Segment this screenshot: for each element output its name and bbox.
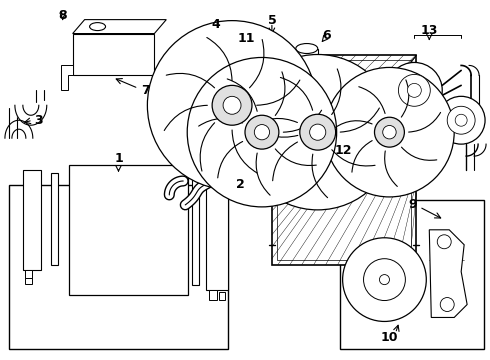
Bar [24, 278, 32, 284]
Text: 13: 13 [420, 24, 438, 37]
Ellipse shape [296, 66, 318, 75]
Ellipse shape [240, 58, 252, 71]
Bar [9, 185, 228, 349]
Circle shape [407, 84, 421, 97]
Circle shape [325, 67, 454, 197]
Text: 10: 10 [381, 331, 398, 344]
Circle shape [437, 96, 485, 144]
Circle shape [254, 125, 270, 140]
FancyArrowPatch shape [335, 121, 372, 128]
FancyArrowPatch shape [198, 118, 243, 126]
Circle shape [147, 21, 317, 190]
Circle shape [387, 62, 442, 118]
Circle shape [252, 41, 292, 80]
Circle shape [455, 114, 467, 126]
Text: 5: 5 [268, 14, 276, 27]
Circle shape [379, 275, 390, 285]
Ellipse shape [90, 23, 105, 31]
FancyArrowPatch shape [359, 87, 385, 113]
Circle shape [447, 106, 475, 134]
Bar [277, 60, 412, 260]
Text: 12: 12 [335, 144, 352, 157]
Bar [272, 55, 416, 265]
FancyArrowPatch shape [227, 79, 257, 111]
FancyArrowPatch shape [275, 149, 317, 166]
Circle shape [398, 75, 430, 106]
Text: 7: 7 [141, 84, 150, 97]
Bar [73, 33, 154, 75]
Circle shape [240, 54, 395, 210]
Bar [209, 162, 217, 170]
FancyArrowPatch shape [385, 151, 397, 186]
Circle shape [260, 49, 284, 72]
Bar [192, 175, 199, 285]
Text: 6: 6 [322, 29, 331, 42]
Circle shape [310, 124, 326, 140]
Circle shape [300, 114, 336, 150]
FancyArrowPatch shape [332, 150, 375, 166]
Bar [209, 289, 217, 300]
Circle shape [187, 58, 337, 207]
Circle shape [437, 235, 451, 249]
FancyArrowPatch shape [166, 73, 215, 88]
FancyArrowPatch shape [409, 112, 441, 132]
Text: 2: 2 [236, 179, 245, 192]
Circle shape [374, 117, 404, 147]
Circle shape [343, 238, 426, 321]
FancyArrowPatch shape [352, 141, 372, 172]
FancyArrowPatch shape [312, 154, 328, 198]
FancyArrowPatch shape [275, 72, 285, 116]
Circle shape [223, 96, 241, 114]
Circle shape [364, 259, 405, 301]
Ellipse shape [296, 44, 318, 54]
FancyArrowPatch shape [272, 142, 297, 181]
FancyArrowPatch shape [280, 77, 313, 110]
Polygon shape [200, 54, 246, 75]
Text: 3: 3 [34, 114, 43, 127]
Bar [206, 170, 228, 289]
Polygon shape [73, 20, 166, 33]
Text: 9: 9 [408, 198, 416, 211]
Circle shape [245, 115, 279, 149]
Circle shape [383, 126, 396, 139]
Circle shape [212, 85, 252, 125]
Text: 1: 1 [114, 152, 123, 165]
FancyArrowPatch shape [332, 69, 341, 114]
Polygon shape [429, 230, 467, 318]
Text: 4: 4 [212, 18, 220, 31]
FancyArrowPatch shape [401, 80, 409, 117]
FancyArrowPatch shape [340, 108, 379, 132]
Bar [296, 49, 318, 71]
Polygon shape [61, 66, 73, 90]
FancyArrowPatch shape [257, 80, 300, 105]
FancyArrowPatch shape [252, 118, 297, 127]
FancyArrowPatch shape [207, 37, 232, 81]
FancyArrowPatch shape [232, 130, 257, 173]
Circle shape [440, 298, 454, 311]
Text: 11: 11 [237, 32, 255, 45]
Bar [340, 200, 484, 349]
FancyArrowPatch shape [283, 110, 321, 132]
FancyArrowPatch shape [200, 123, 215, 171]
FancyArrowPatch shape [218, 141, 243, 178]
Bar [51, 173, 58, 265]
Bar [69, 165, 188, 294]
FancyArrowPatch shape [249, 123, 298, 137]
Bar [23, 170, 41, 270]
Bar [24, 270, 32, 278]
FancyArrowPatch shape [401, 147, 437, 160]
Bar [219, 292, 225, 300]
Text: 8: 8 [58, 9, 67, 22]
FancyArrowPatch shape [164, 105, 207, 131]
FancyArrowPatch shape [249, 40, 264, 88]
FancyArrowPatch shape [256, 153, 270, 195]
